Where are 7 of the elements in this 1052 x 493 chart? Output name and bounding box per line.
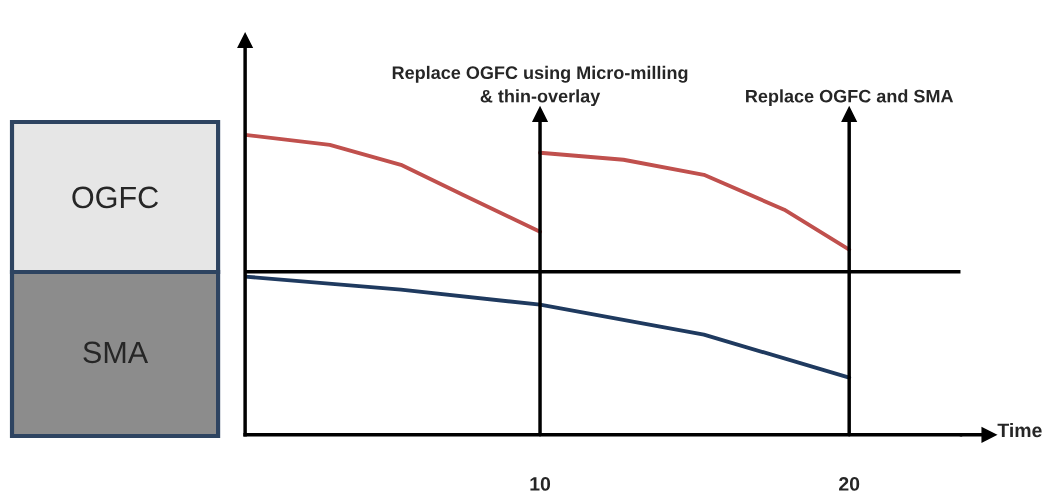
text: OGFC <box>72 186 159 209</box>
ref-line-label: Replace OGFC and SMA <box>746 89 954 107</box>
text: SMA <box>83 341 149 364</box>
x-axis-title: Time <box>997 422 1042 438</box>
x-tick-label: 10 <box>530 477 551 491</box>
x-tick-label: 20 <box>839 477 860 491</box>
ref-line-label: Replace OGFC using Micro-milling & thin-overlay <box>392 65 688 107</box>
